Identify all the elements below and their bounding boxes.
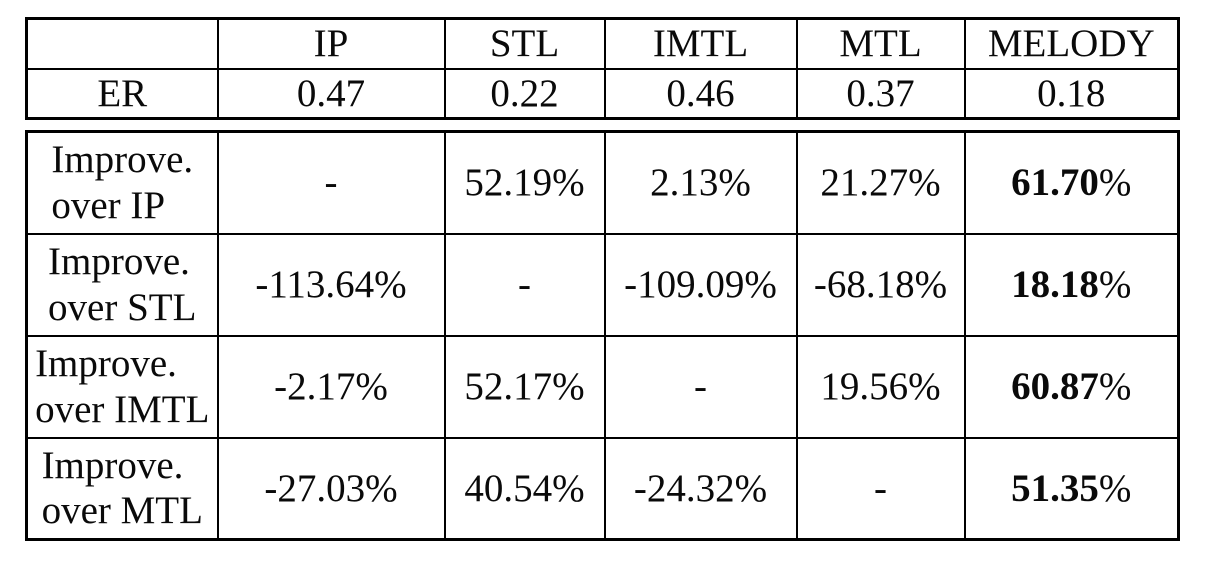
col-header-imtl: IMTL xyxy=(603,17,798,70)
improvement-table: Improve. over IP - 52.19% 2.13% 21.27% 6… xyxy=(25,130,1180,541)
improve-over-stl-imtl-cell: -109.09% xyxy=(603,232,798,337)
row-label-line2: over MTL xyxy=(41,489,203,533)
percent-sign: % xyxy=(1098,161,1132,205)
improve-over-mtl-ip-cell: -27.03% xyxy=(216,436,446,541)
row-label-improve-over-stl: Improve. over STL xyxy=(25,232,219,337)
row-label-improve-over-ip: Improve. over IP xyxy=(25,130,219,235)
improve-over-imtl-ip-cell: -2.17% xyxy=(216,334,446,439)
col-header-mtl: MTL xyxy=(795,17,966,70)
improve-over-ip-ip-cell: - xyxy=(216,130,446,235)
improve-over-imtl-row: Improve. over IMTL -2.17% 52.17% - 19.56… xyxy=(25,334,1180,439)
row-label-line1: Improve. xyxy=(41,443,184,487)
improve-over-stl-row: Improve. over STL -113.64% - -109.09% -6… xyxy=(25,232,1180,337)
improve-over-mtl-melody-cell: 51.35% xyxy=(963,436,1180,541)
improve-over-imtl-mtl-cell: 19.56% xyxy=(795,334,966,439)
er-value-ip: 0.47 xyxy=(216,67,446,120)
improve-over-imtl-imtl-cell: - xyxy=(603,334,798,439)
improve-over-stl-melody-cell: 18.18% xyxy=(963,232,1180,337)
melody-improvement-value: 61.70 xyxy=(1011,161,1099,205)
row-label-stack: Improve. over IMTL xyxy=(35,341,209,432)
er-value-stl: 0.22 xyxy=(443,67,606,120)
melody-improvement-value: 18.18 xyxy=(1011,263,1099,306)
row-label-line1: Improve. xyxy=(35,341,177,385)
improve-over-mtl-imtl-cell: -24.32% xyxy=(603,436,798,541)
er-header-row: IP STL IMTL MTL MELODY xyxy=(25,17,1180,70)
row-label-line2: over IMTL xyxy=(35,387,210,431)
error-rate-table: IP STL IMTL MTL MELODY ER 0.47 0.22 0.46… xyxy=(25,17,1180,120)
col-header-ip: IP xyxy=(216,17,446,70)
er-value-imtl: 0.46 xyxy=(603,67,798,120)
percent-sign: % xyxy=(1098,466,1132,510)
row-label-line1: Improve. xyxy=(51,138,194,182)
improve-over-ip-stl-cell: 52.19% xyxy=(443,130,606,235)
improve-over-mtl-mtl-cell: - xyxy=(795,436,966,541)
melody-improvement-value: 51.35 xyxy=(1011,466,1099,510)
row-label-improve-over-imtl: Improve. over IMTL xyxy=(25,334,219,439)
row-label-stack: Improve. over IP xyxy=(51,137,193,228)
corner-cell xyxy=(25,17,219,70)
row-label-line2: over IP xyxy=(51,183,166,227)
col-header-stl: STL xyxy=(443,17,606,70)
improve-over-stl-ip-cell: -113.64% xyxy=(216,232,446,337)
improve-over-imtl-melody-cell: 60.87% xyxy=(963,334,1180,439)
improve-over-mtl-stl-cell: 40.54% xyxy=(443,436,606,541)
row-label-improve-over-mtl: Improve. over MTL xyxy=(25,436,219,541)
melody-improvement-value: 60.87 xyxy=(1011,365,1099,408)
improve-over-ip-mtl-cell: 21.27% xyxy=(795,130,966,235)
improve-over-ip-row: Improve. over IP - 52.19% 2.13% 21.27% 6… xyxy=(25,130,1180,235)
row-label-stack: Improve. over MTL xyxy=(42,443,203,534)
er-values-row: ER 0.47 0.22 0.46 0.37 0.18 xyxy=(25,67,1180,120)
improve-over-stl-mtl-cell: -68.18% xyxy=(795,232,966,337)
col-header-melody: MELODY xyxy=(963,17,1180,70)
improve-over-ip-melody-cell: 61.70% xyxy=(963,130,1180,235)
er-value-melody: 0.18 xyxy=(963,67,1180,120)
percent-sign: % xyxy=(1098,365,1132,408)
row-label-line2: over STL xyxy=(48,285,197,329)
improve-over-mtl-row: Improve. over MTL -27.03% 40.54% -24.32%… xyxy=(25,436,1180,541)
row-header-er: ER xyxy=(25,67,219,120)
er-value-mtl: 0.37 xyxy=(795,67,966,120)
row-label-line1: Improve. xyxy=(48,239,190,283)
percent-sign: % xyxy=(1098,263,1132,306)
row-label-stack: Improve. over STL xyxy=(48,239,196,330)
improve-over-ip-imtl-cell: 2.13% xyxy=(603,130,798,235)
improve-over-imtl-stl-cell: 52.17% xyxy=(443,334,606,439)
improve-over-stl-stl-cell: - xyxy=(443,232,606,337)
